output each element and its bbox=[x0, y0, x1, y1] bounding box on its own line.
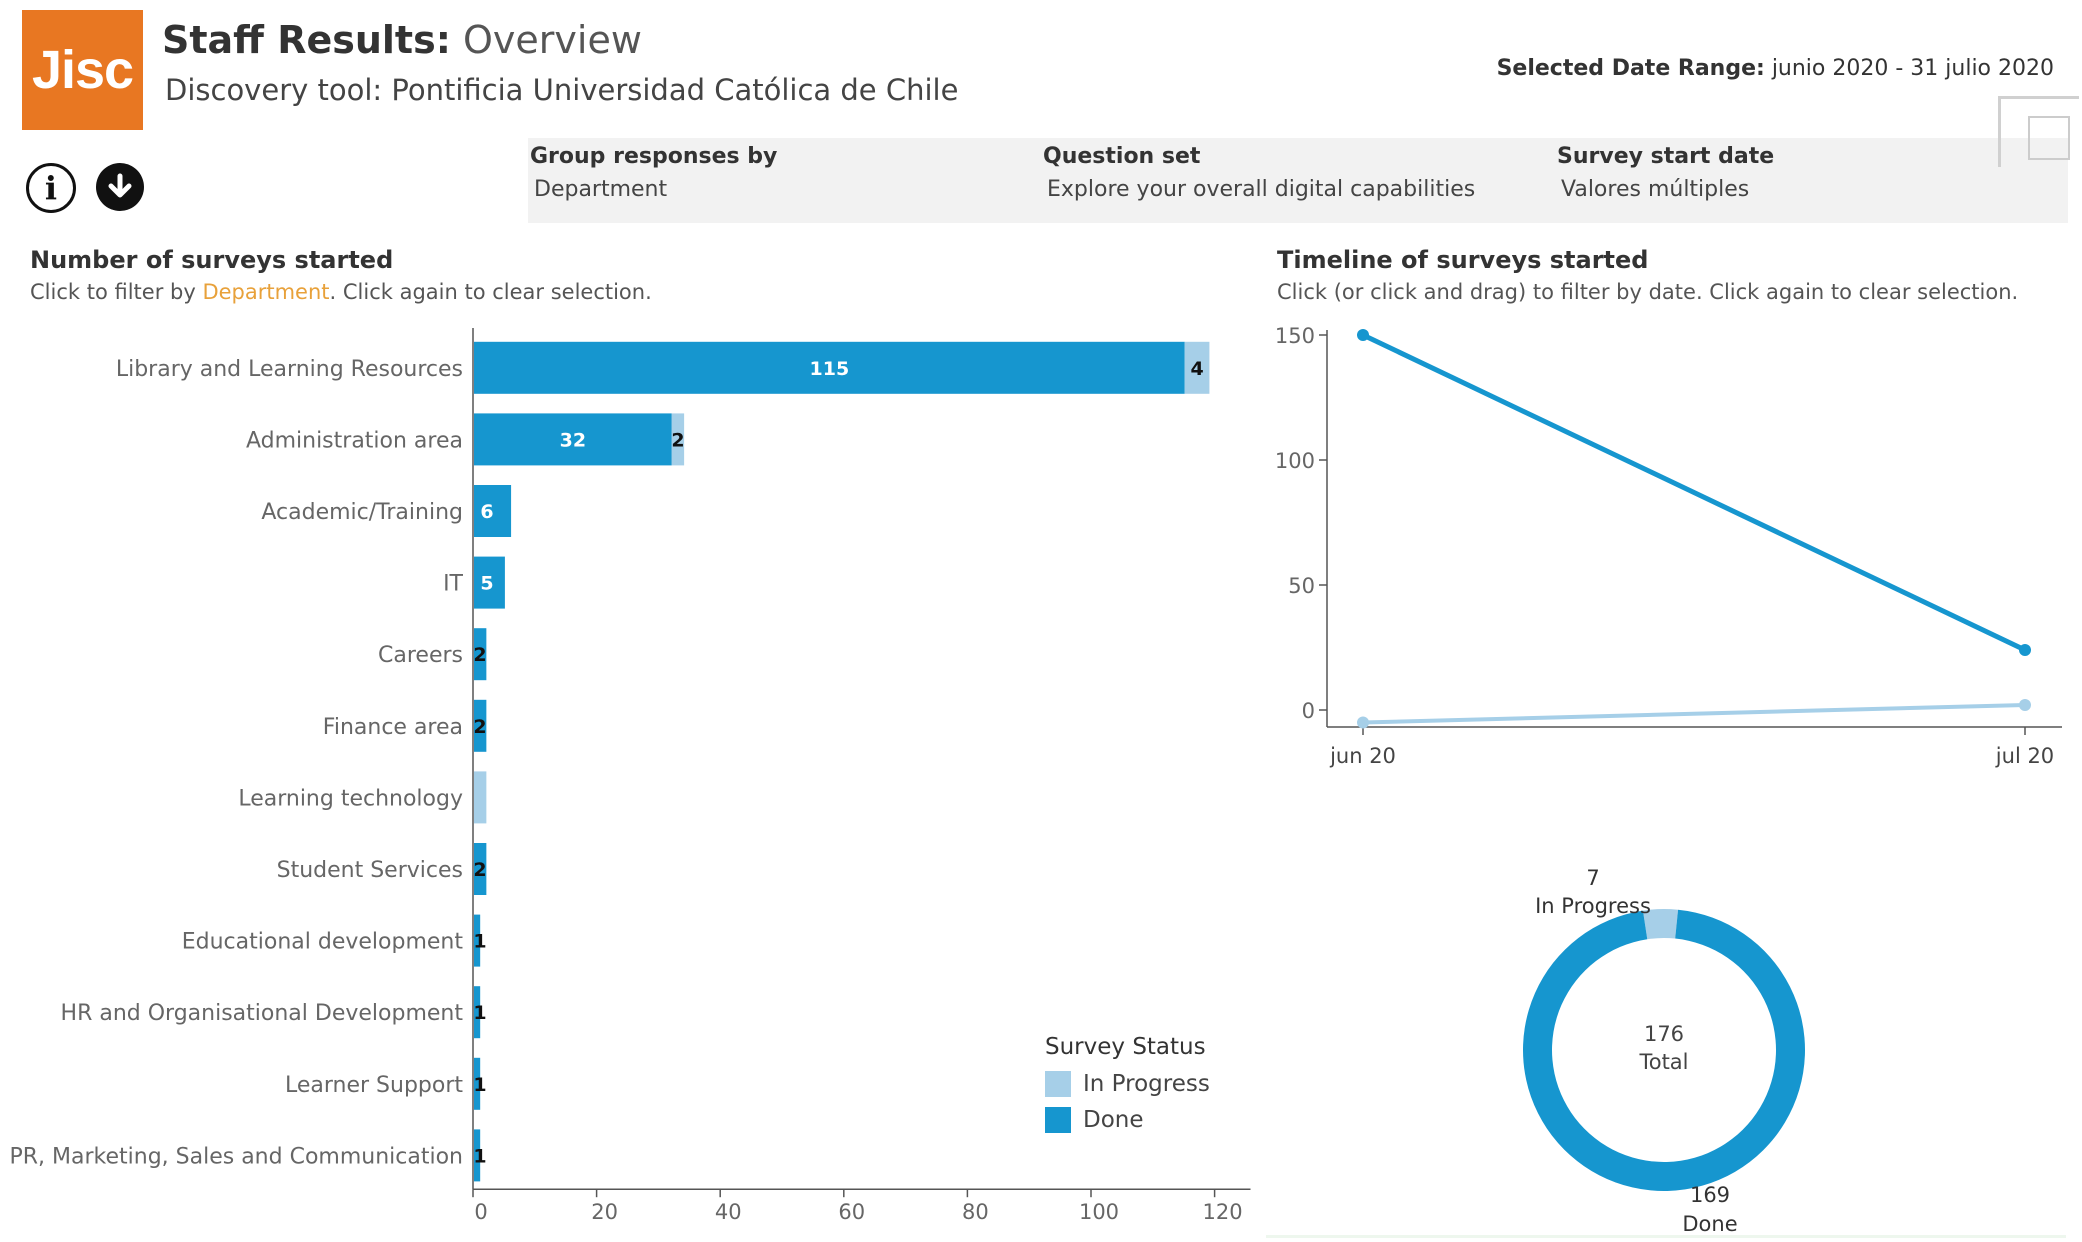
bar-value-label: 115 bbox=[810, 358, 850, 380]
bar-value-label: 2 bbox=[671, 429, 684, 451]
filter-value[interactable]: Explore your overall digital capabilitie… bbox=[1047, 177, 1476, 202]
bar-value-label: 6 bbox=[480, 501, 493, 523]
bar-value-label: 1 bbox=[473, 1145, 486, 1167]
category-label: Learning technology bbox=[238, 786, 463, 811]
bar-value-label: 32 bbox=[560, 429, 586, 451]
legend-title: Survey Status bbox=[1045, 1034, 1206, 1060]
legend: Survey Status In Progress Done bbox=[1045, 1034, 1210, 1138]
x-tick-label: 100 bbox=[1079, 1200, 1119, 1224]
x-tick-label: 20 bbox=[591, 1200, 618, 1224]
bar-done bbox=[474, 1129, 481, 1182]
category-label: HR and Organisational Development bbox=[61, 1001, 464, 1026]
category-label: Educational development bbox=[182, 930, 464, 955]
date-range-label: Selected Date Range: bbox=[1496, 56, 1765, 81]
filter-label: Question set bbox=[1043, 144, 1201, 169]
category-label: Careers bbox=[378, 643, 463, 668]
info-icon[interactable]: i bbox=[26, 163, 76, 213]
bar-value-label: 1 bbox=[473, 1002, 486, 1024]
legend-label: In Progress bbox=[1083, 1071, 1210, 1097]
bar-done bbox=[474, 1057, 481, 1110]
bar-in-progress bbox=[671, 413, 685, 466]
view-toggle-icon[interactable] bbox=[2028, 116, 2070, 160]
x-tick-label: 40 bbox=[715, 1200, 742, 1224]
bar-value-label: 1 bbox=[473, 1074, 486, 1096]
date-range-value: junio 2020 - 31 julio 2020 bbox=[1771, 56, 2054, 81]
bar-done bbox=[474, 485, 512, 537]
bar-value-label: 2 bbox=[473, 644, 486, 666]
x-tick-label: 0 bbox=[474, 1200, 487, 1224]
filter-bar: Group responses by Department Question s… bbox=[528, 138, 2068, 223]
legend-item-in-progress[interactable]: In Progress bbox=[1045, 1066, 1210, 1102]
legend-swatch bbox=[1045, 1071, 1071, 1097]
bar-value-label: 4 bbox=[1190, 358, 1203, 380]
category-label: Administration area bbox=[246, 428, 463, 453]
bar-in-progress bbox=[1184, 341, 1210, 394]
bar-done bbox=[474, 556, 505, 609]
bar-done bbox=[474, 843, 487, 895]
download-icon[interactable] bbox=[96, 163, 144, 211]
page-title: Staff Results: Overview bbox=[162, 18, 642, 62]
bar-done bbox=[474, 413, 672, 466]
selected-date-range: Selected Date Range: junio 2020 - 31 jul… bbox=[1497, 56, 2054, 81]
category-label: Library and Learning Resources bbox=[116, 357, 463, 382]
bar-value-label: 2 bbox=[473, 859, 486, 881]
corner-frame bbox=[1998, 96, 2079, 167]
line-chart-title: Timeline of surveys started bbox=[1277, 246, 1649, 274]
hint-text: Click to filter by bbox=[30, 280, 203, 304]
x-tick-label: 60 bbox=[838, 1200, 865, 1224]
bar-value-label: 1 bbox=[473, 931, 486, 953]
filter-label: Survey start date bbox=[1557, 144, 1775, 169]
hint-accent: Department bbox=[202, 280, 330, 304]
hint-text: . Click again to clear selection. bbox=[329, 280, 652, 304]
arrow-down-icon bbox=[108, 173, 132, 198]
title-sub: Overview bbox=[463, 18, 642, 62]
bar-chart-title: Number of surveys started bbox=[30, 246, 394, 274]
bar-done bbox=[474, 628, 487, 681]
bar-in-progress bbox=[474, 771, 487, 824]
legend-label: Done bbox=[1083, 1107, 1144, 1133]
page-subtitle: Discovery tool: Pontificia Universidad C… bbox=[165, 73, 959, 107]
bar-done bbox=[474, 699, 487, 752]
jisc-logo: Jisc bbox=[22, 10, 143, 130]
category-label: IT bbox=[443, 572, 463, 597]
filter-value[interactable]: Department bbox=[534, 177, 668, 202]
legend-item-done[interactable]: Done bbox=[1045, 1102, 1210, 1138]
divider bbox=[1266, 1235, 2066, 1238]
x-tick-label: 120 bbox=[1203, 1200, 1243, 1224]
filter-label: Group responses by bbox=[530, 144, 778, 169]
title-main: Staff Results: bbox=[162, 18, 451, 62]
category-label: PR, Marketing, Sales and Communication bbox=[9, 1144, 463, 1169]
bar-done bbox=[474, 341, 1185, 394]
legend-swatch bbox=[1045, 1107, 1071, 1133]
category-label: Student Services bbox=[277, 858, 463, 883]
category-label: Finance area bbox=[323, 715, 463, 740]
bar-value-label: 2 bbox=[473, 716, 486, 738]
bar-chart-hint: Click to filter by Department. Click aga… bbox=[30, 280, 652, 304]
category-label: Academic/Training bbox=[261, 500, 463, 525]
x-tick-label: 80 bbox=[962, 1200, 989, 1224]
bar-done bbox=[474, 914, 481, 967]
bar-value-label: 5 bbox=[480, 573, 493, 595]
category-label: Learner Support bbox=[285, 1073, 463, 1098]
line-chart-hint: Click (or click and drag) to filter by d… bbox=[1277, 280, 2019, 304]
bar-done bbox=[474, 986, 481, 1039]
filter-value[interactable]: Valores múltiples bbox=[1561, 177, 1750, 202]
